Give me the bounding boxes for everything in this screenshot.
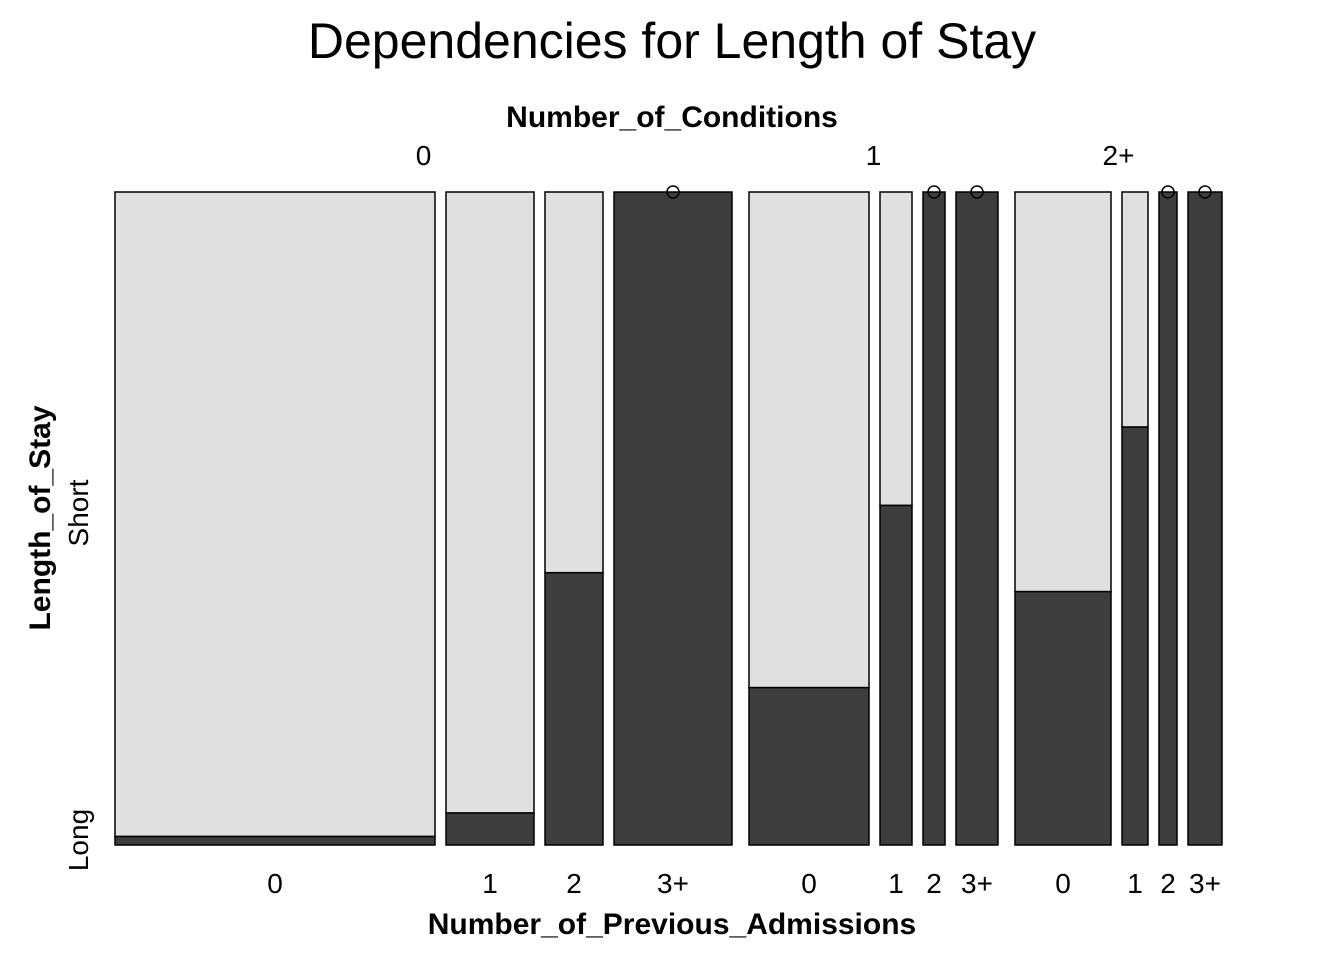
cell-short <box>114 191 436 838</box>
x-tick-label: 3+ <box>657 868 689 899</box>
cell-short <box>879 191 913 507</box>
x-tick-label: 1 <box>888 868 904 899</box>
cell-short <box>544 191 604 574</box>
x-tick-label: 0 <box>801 868 817 899</box>
zero-cell-marker <box>1198 185 1212 199</box>
cell-short <box>1121 191 1149 428</box>
mosaic-cells <box>114 191 1223 846</box>
zero-cell-marker <box>666 185 680 199</box>
left-axis-label: Length_of_Stay <box>24 405 57 630</box>
y-tick-long: Long <box>63 809 94 871</box>
x-tick-label: 3+ <box>1189 868 1221 899</box>
cell-long <box>445 812 535 846</box>
x-tick-label: 2 <box>926 868 942 899</box>
cell-long <box>114 835 436 846</box>
x-tick-label: 3+ <box>961 868 993 899</box>
x-tick-label: 2 <box>566 868 582 899</box>
cell-long <box>1158 191 1178 846</box>
cell-long <box>1187 191 1223 846</box>
cell-long <box>613 191 733 846</box>
cell-long <box>748 686 870 846</box>
group-tick-label: 2+ <box>1103 140 1135 171</box>
cell-long <box>544 571 604 846</box>
bottom-axis-label: Number_of_Previous_Admissions <box>428 908 916 941</box>
zero-cell-marker <box>927 185 941 199</box>
cell-long <box>955 191 999 846</box>
x-tick-label: 0 <box>1055 868 1071 899</box>
group-tick-label: 1 <box>866 140 882 171</box>
group-tick-label: 0 <box>416 140 432 171</box>
cell-long <box>1014 590 1112 846</box>
cell-long <box>1121 426 1149 846</box>
top-axis-label: Number_of_Conditions <box>506 101 838 134</box>
chart-title: Dependencies for Length of Stay <box>308 13 1036 69</box>
y-tick-short: Short <box>63 479 94 546</box>
cell-long <box>879 504 913 846</box>
x-tick-label: 1 <box>1127 868 1143 899</box>
cell-short <box>1014 191 1112 593</box>
zero-cell-marker <box>970 185 984 199</box>
x-tick-label: 1 <box>482 868 498 899</box>
cell-short <box>445 191 535 814</box>
cell-long <box>922 191 946 846</box>
cell-short <box>748 191 870 689</box>
x-tick-label: 2 <box>1160 868 1176 899</box>
x-tick-label: 0 <box>267 868 283 899</box>
zero-cell-marker <box>1161 185 1175 199</box>
